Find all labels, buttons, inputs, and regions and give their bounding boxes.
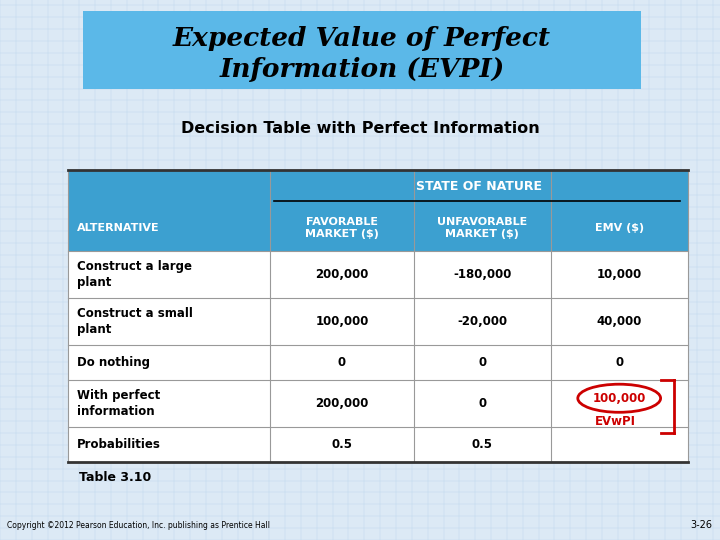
Text: ALTERNATIVE: ALTERNATIVE	[77, 224, 160, 233]
Text: Table 3.10: Table 3.10	[79, 471, 151, 484]
FancyBboxPatch shape	[68, 251, 688, 298]
Text: 10,000: 10,000	[597, 268, 642, 281]
Text: Construct a small
plant: Construct a small plant	[77, 307, 193, 336]
Text: Construct a large
plant: Construct a large plant	[77, 260, 192, 289]
Text: UNFAVORABLE
MARKET ($): UNFAVORABLE MARKET ($)	[437, 217, 528, 240]
Text: 40,000: 40,000	[596, 315, 642, 328]
FancyBboxPatch shape	[83, 11, 641, 89]
Text: With perfect
information: With perfect information	[77, 389, 161, 418]
Text: EVwPI: EVwPI	[595, 415, 636, 428]
Text: Expected Value of Perfect: Expected Value of Perfect	[173, 26, 551, 51]
FancyBboxPatch shape	[68, 298, 688, 345]
Text: 200,000: 200,000	[315, 397, 369, 410]
Text: 0.5: 0.5	[472, 438, 493, 451]
Text: 0: 0	[615, 356, 624, 369]
Text: 100,000: 100,000	[593, 392, 646, 405]
Text: Decision Table with Perfect Information: Decision Table with Perfect Information	[181, 121, 539, 136]
Text: 200,000: 200,000	[315, 268, 369, 281]
FancyBboxPatch shape	[68, 345, 688, 380]
Text: 3-26: 3-26	[690, 520, 713, 530]
FancyBboxPatch shape	[68, 380, 688, 427]
Text: 100,000: 100,000	[315, 315, 369, 328]
Text: EMV ($): EMV ($)	[595, 224, 644, 233]
Text: 0.5: 0.5	[331, 438, 353, 451]
Ellipse shape	[578, 384, 661, 412]
Text: Copyright ©2012 Pearson Education, Inc. publishing as Prentice Hall: Copyright ©2012 Pearson Education, Inc. …	[7, 521, 270, 530]
Text: STATE OF NATURE: STATE OF NATURE	[416, 180, 541, 193]
Text: 0: 0	[338, 356, 346, 369]
FancyBboxPatch shape	[68, 427, 688, 462]
Text: 0: 0	[478, 397, 487, 410]
Text: FAVORABLE
MARKET ($): FAVORABLE MARKET ($)	[305, 217, 379, 240]
Text: 0: 0	[478, 356, 487, 369]
Text: Information (EVPI): Information (EVPI)	[219, 57, 505, 82]
Text: Probabilities: Probabilities	[77, 438, 161, 451]
Text: -20,000: -20,000	[457, 315, 508, 328]
Text: Do nothing: Do nothing	[77, 356, 150, 369]
FancyBboxPatch shape	[68, 170, 688, 251]
Text: -180,000: -180,000	[453, 268, 512, 281]
